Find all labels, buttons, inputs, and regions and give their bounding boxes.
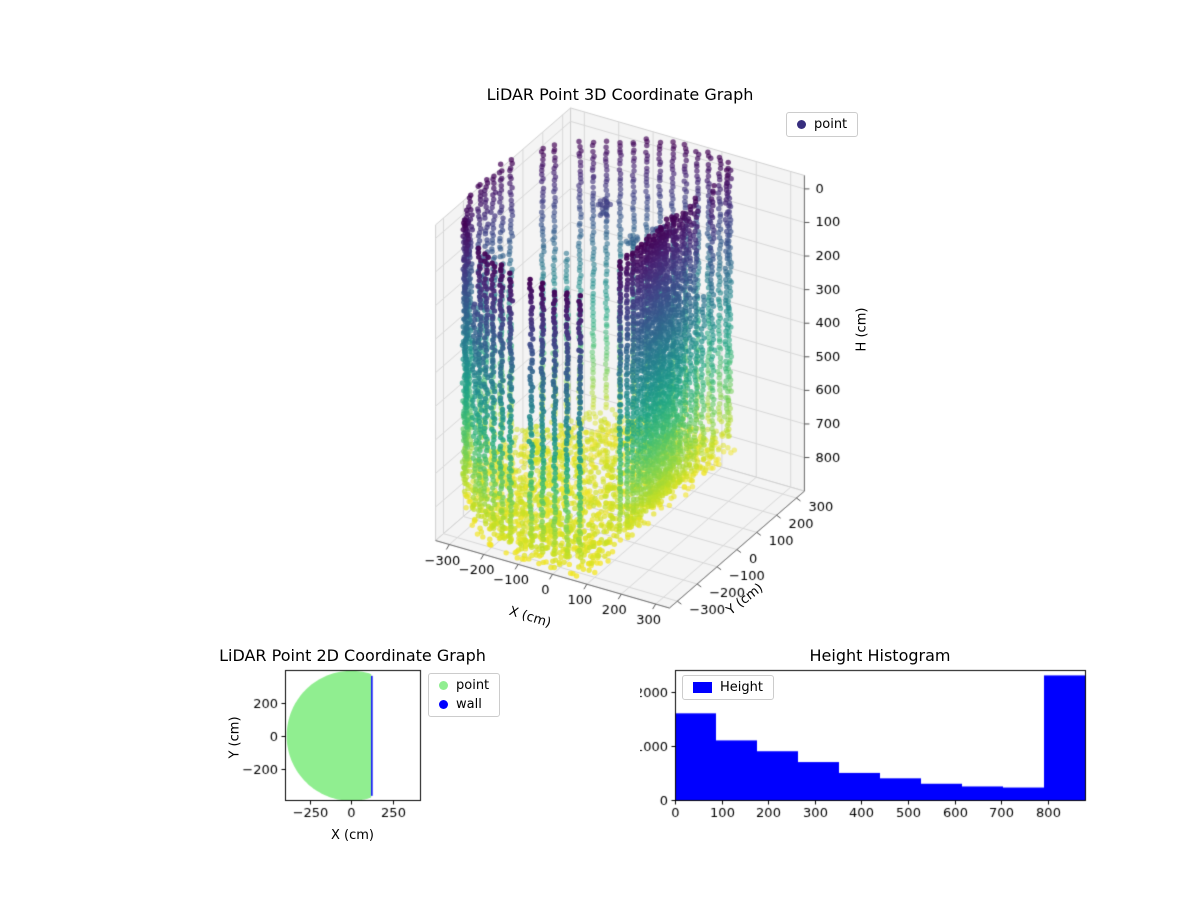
histogram-legend: Height bbox=[682, 675, 774, 700]
point-marker-icon bbox=[439, 681, 448, 690]
legend-label-height: Height bbox=[720, 680, 763, 695]
legend-row-wall: wall bbox=[439, 697, 489, 712]
legend-row-height: Height bbox=[693, 680, 763, 695]
legend-label-point: point bbox=[814, 117, 848, 132]
legend-label-point: point bbox=[456, 678, 490, 693]
2d-legend: point wall bbox=[428, 673, 501, 717]
3d-h-axis-label: H (cm) bbox=[854, 307, 870, 352]
2d-x-axis-label: X (cm) bbox=[331, 828, 374, 843]
point-marker-icon bbox=[797, 120, 806, 129]
legend-row-point: point bbox=[439, 678, 489, 693]
3d-scatter-canvas bbox=[320, 78, 920, 668]
wall-marker-icon bbox=[439, 700, 448, 709]
height-swatch-icon bbox=[693, 682, 712, 693]
legend-row-point: point bbox=[797, 117, 847, 132]
2d-y-axis-label: Y (cm) bbox=[227, 716, 243, 759]
3d-legend: point bbox=[786, 112, 859, 137]
legend-label-wall: wall bbox=[456, 697, 482, 712]
